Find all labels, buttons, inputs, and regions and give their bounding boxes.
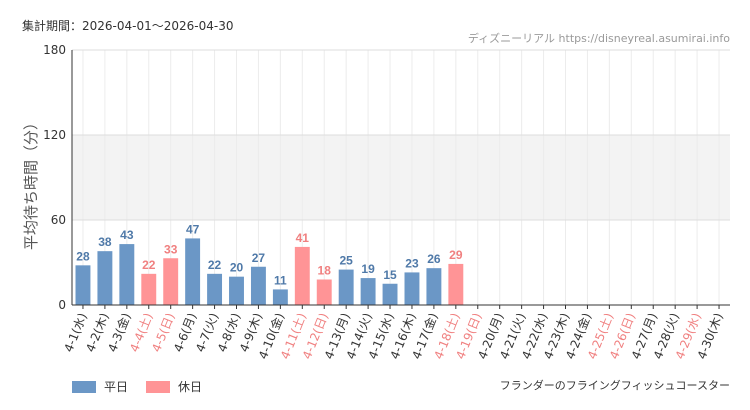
y-tick-label: 60	[51, 213, 66, 227]
value-label: 41	[296, 231, 310, 245]
series-name: フランダーのフライングフィッシュコースター	[499, 379, 730, 392]
y-tick-labels: 0 60 120 180	[43, 43, 66, 312]
value-label: 22	[208, 258, 222, 272]
value-label: 38	[98, 235, 112, 249]
bar	[404, 272, 420, 305]
bar	[141, 273, 157, 305]
bar	[119, 244, 135, 305]
legend-weekday: 平日	[72, 378, 128, 395]
band-60-120	[72, 135, 730, 220]
bar	[316, 279, 332, 305]
value-label: 25	[339, 254, 353, 268]
value-label: 47	[186, 222, 200, 236]
value-label: 20	[230, 261, 244, 275]
bar	[448, 263, 464, 305]
bar	[97, 251, 113, 305]
y-bands	[72, 135, 730, 220]
value-label: 26	[427, 252, 441, 266]
source-credit: ディズニーリアル https://disneyreal.asumirai.inf…	[467, 32, 730, 45]
legend-holiday: 休日	[146, 378, 202, 395]
bar	[185, 238, 201, 305]
bar	[272, 289, 288, 305]
value-label: 29	[449, 248, 463, 262]
legend-holiday-label: 休日	[178, 380, 203, 394]
y-axis-label: 平均待ち時間（分）	[22, 115, 40, 250]
bar	[360, 278, 376, 305]
bar	[338, 269, 354, 305]
value-label: 23	[405, 256, 419, 270]
bar	[229, 276, 244, 305]
value-label: 33	[164, 242, 178, 256]
axes	[71, 50, 730, 309]
legend: 平日 休日	[72, 378, 220, 395]
y-tick-label: 180	[43, 43, 66, 57]
value-label: 11	[274, 273, 287, 287]
value-label: 22	[142, 258, 156, 272]
y-tick-label: 120	[43, 128, 66, 142]
bar	[294, 246, 310, 305]
legend-holiday-swatch	[146, 380, 171, 393]
value-labels: 28 38 43 22 33 47 22 20 27 11 41 18 25 19 15 23 26 29	[76, 222, 463, 287]
value-label: 19	[361, 262, 375, 276]
value-label: 18	[318, 264, 332, 278]
value-label: 27	[252, 251, 266, 265]
legend-weekday-label: 平日	[104, 380, 129, 394]
bars	[75, 238, 464, 305]
bar	[250, 266, 266, 305]
value-label: 43	[120, 228, 134, 242]
value-label: 28	[76, 249, 90, 263]
y-tick-label: 0	[58, 298, 66, 312]
value-label: 15	[383, 268, 397, 282]
bar	[207, 273, 223, 305]
x-tick-labels: 4-1(水)4-2(木)4-3(金)4-4(土)4-5(日)4-6(月)4-7(…	[61, 311, 725, 362]
bar	[382, 283, 398, 305]
bar	[75, 265, 91, 305]
legend-weekday-swatch	[72, 380, 96, 393]
period-label: 集計期間：2026-04-01～2026-04-30	[22, 19, 234, 33]
bar	[426, 268, 442, 305]
horizontal-gridlines	[72, 49, 730, 221]
bar	[163, 258, 179, 305]
